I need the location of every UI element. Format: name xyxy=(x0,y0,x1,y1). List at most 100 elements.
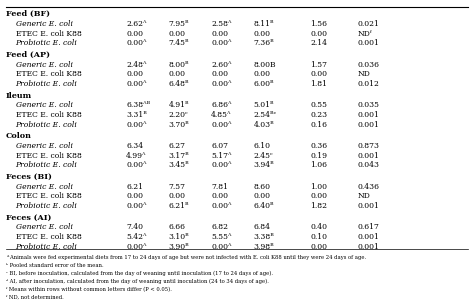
Text: 0.00: 0.00 xyxy=(169,29,186,38)
Text: ND: ND xyxy=(357,70,370,78)
Text: 2.48ᴬ: 2.48ᴬ xyxy=(126,61,147,69)
Text: 0.617: 0.617 xyxy=(357,223,379,231)
Text: ᶠ ND, not determined.: ᶠ ND, not determined. xyxy=(6,295,64,300)
Text: 0.021: 0.021 xyxy=(357,20,379,28)
Text: 8.00ᴮ: 8.00ᴮ xyxy=(169,61,189,69)
Text: 0.00ᴬ: 0.00ᴬ xyxy=(211,243,232,251)
Text: 7.95ᴮ: 7.95ᴮ xyxy=(169,20,189,28)
Text: 0.00: 0.00 xyxy=(254,70,271,78)
Text: 0.00ᴬ: 0.00ᴬ xyxy=(126,243,147,251)
Text: 7.81: 7.81 xyxy=(211,183,228,191)
Text: 0.00: 0.00 xyxy=(310,70,327,78)
Text: 6.66: 6.66 xyxy=(169,223,186,231)
Text: Generic E. coli: Generic E. coli xyxy=(16,142,73,150)
Text: 6.27: 6.27 xyxy=(169,142,186,150)
Text: ᵈ AI, after inoculation, calculated from the day of weaning until inoculation (2: ᵈ AI, after inoculation, calculated from… xyxy=(6,279,269,284)
Text: 3.90ᴮ: 3.90ᴮ xyxy=(169,243,189,251)
Text: 0.00ᴬ: 0.00ᴬ xyxy=(211,121,232,129)
Text: 5.01ᴮ: 5.01ᴮ xyxy=(254,101,274,109)
Text: ND: ND xyxy=(357,192,370,200)
Text: Probiotic E. coli: Probiotic E. coli xyxy=(16,80,77,88)
Text: 8.60: 8.60 xyxy=(254,183,271,191)
Text: 7.45ᴮ: 7.45ᴮ xyxy=(169,39,189,47)
Text: 7.57: 7.57 xyxy=(169,183,186,191)
Text: 0.001: 0.001 xyxy=(357,111,379,119)
Text: ᵇ Pooled standard error of the mean.: ᵇ Pooled standard error of the mean. xyxy=(6,263,104,268)
Text: ETEC E. coli K88: ETEC E. coli K88 xyxy=(16,152,82,160)
Text: 1.00: 1.00 xyxy=(310,183,327,191)
Text: 0.036: 0.036 xyxy=(357,61,379,69)
Text: 3.17ᴮ: 3.17ᴮ xyxy=(169,152,189,160)
Text: 0.00: 0.00 xyxy=(211,29,228,38)
Text: 2.58ᴬ: 2.58ᴬ xyxy=(211,20,232,28)
Text: Feed (BF): Feed (BF) xyxy=(6,10,50,18)
Text: 0.00: 0.00 xyxy=(126,29,143,38)
Text: 6.34: 6.34 xyxy=(126,142,144,150)
Text: 3.94ᴮ: 3.94ᴮ xyxy=(254,161,274,169)
Text: 3.38ᴮ: 3.38ᴮ xyxy=(254,233,274,241)
Text: 1.56: 1.56 xyxy=(310,20,327,28)
Text: 1.81: 1.81 xyxy=(310,80,327,88)
Text: 0.035: 0.035 xyxy=(357,101,379,109)
Text: 4.03ᴮ: 4.03ᴮ xyxy=(254,121,274,129)
Text: 0.00ᴬ: 0.00ᴬ xyxy=(211,202,232,210)
Text: 0.55: 0.55 xyxy=(310,101,327,109)
Text: Probiotic E. coli: Probiotic E. coli xyxy=(16,202,77,210)
Text: 2.60ᴬ: 2.60ᴬ xyxy=(211,61,232,69)
Text: 2.62ᴬ: 2.62ᴬ xyxy=(126,20,147,28)
Text: 3.31ᴮ: 3.31ᴮ xyxy=(126,111,147,119)
Text: 0.36: 0.36 xyxy=(310,142,327,150)
Text: ᶜ BI, before inoculation, calculated from the day of weaning until inoculation (: ᶜ BI, before inoculation, calculated fro… xyxy=(6,271,273,276)
Text: Generic E. coli: Generic E. coli xyxy=(16,223,73,231)
Text: ᶠ Means within rows without common letters differ (P < 0.05).: ᶠ Means within rows without common lette… xyxy=(6,287,172,292)
Text: 4.99ᴬ: 4.99ᴬ xyxy=(126,152,147,160)
Text: 6.21ᴮ: 6.21ᴮ xyxy=(169,202,189,210)
Text: ᴬ Animals were fed experimental diets from 17 to 24 days of age but were not inf: ᴬ Animals were fed experimental diets fr… xyxy=(6,255,366,260)
Text: Probiotic E. coli: Probiotic E. coli xyxy=(16,161,77,169)
Text: 0.00: 0.00 xyxy=(310,192,327,200)
Text: 1.57: 1.57 xyxy=(310,61,327,69)
Text: 2.54ᴮᶜ: 2.54ᴮᶜ xyxy=(254,111,277,119)
Text: 3.98ᴮ: 3.98ᴮ xyxy=(254,243,274,251)
Text: 5.55ᴬ: 5.55ᴬ xyxy=(211,233,232,241)
Text: 0.00: 0.00 xyxy=(169,70,186,78)
Text: 4.85ᴬ: 4.85ᴬ xyxy=(211,111,232,119)
Text: Generic E. coli: Generic E. coli xyxy=(16,183,73,191)
Text: 7.40: 7.40 xyxy=(126,223,143,231)
Text: 0.00: 0.00 xyxy=(126,192,143,200)
Text: 0.19: 0.19 xyxy=(310,152,327,160)
Text: 0.001: 0.001 xyxy=(357,233,379,241)
Text: 6.00ᴮ: 6.00ᴮ xyxy=(254,80,274,88)
Text: Generic E. coli: Generic E. coli xyxy=(16,61,73,69)
Text: 0.00: 0.00 xyxy=(211,70,228,78)
Text: 0.00ᴬ: 0.00ᴬ xyxy=(126,80,147,88)
Text: 0.00ᴬ: 0.00ᴬ xyxy=(126,161,147,169)
Text: 1.06: 1.06 xyxy=(310,161,327,169)
Text: 0.001: 0.001 xyxy=(357,121,379,129)
Text: 8.11ᴮ: 8.11ᴮ xyxy=(254,20,274,28)
Text: 7.36ᴮ: 7.36ᴮ xyxy=(254,39,274,47)
Text: 2.45ᶜ: 2.45ᶜ xyxy=(254,152,273,160)
Text: 0.00: 0.00 xyxy=(310,243,327,251)
Text: Feed (AP): Feed (AP) xyxy=(6,51,50,59)
Text: 0.00ᴬ: 0.00ᴬ xyxy=(211,39,232,47)
Text: Colon: Colon xyxy=(6,132,32,140)
Text: 0.043: 0.043 xyxy=(357,161,379,169)
Text: Probiotic E. coli: Probiotic E. coli xyxy=(16,39,77,47)
Text: NDᶠ: NDᶠ xyxy=(357,29,372,38)
Text: 0.00ᴬ: 0.00ᴬ xyxy=(211,80,232,88)
Text: 0.10: 0.10 xyxy=(310,233,327,241)
Text: Generic E. coli: Generic E. coli xyxy=(16,20,73,28)
Text: ETEC E. coli K88: ETEC E. coli K88 xyxy=(16,70,82,78)
Text: ETEC E. coli K88: ETEC E. coli K88 xyxy=(16,192,82,200)
Text: 0.001: 0.001 xyxy=(357,202,379,210)
Text: 1.82: 1.82 xyxy=(310,202,327,210)
Text: 0.873: 0.873 xyxy=(357,142,379,150)
Text: 0.001: 0.001 xyxy=(357,152,379,160)
Text: 6.86ᴬ: 6.86ᴬ xyxy=(211,101,232,109)
Text: 0.23: 0.23 xyxy=(310,111,327,119)
Text: 3.70ᴮ: 3.70ᴮ xyxy=(169,121,189,129)
Text: 0.00ᴬ: 0.00ᴬ xyxy=(126,39,147,47)
Text: 0.00: 0.00 xyxy=(254,29,271,38)
Text: 6.21: 6.21 xyxy=(126,183,143,191)
